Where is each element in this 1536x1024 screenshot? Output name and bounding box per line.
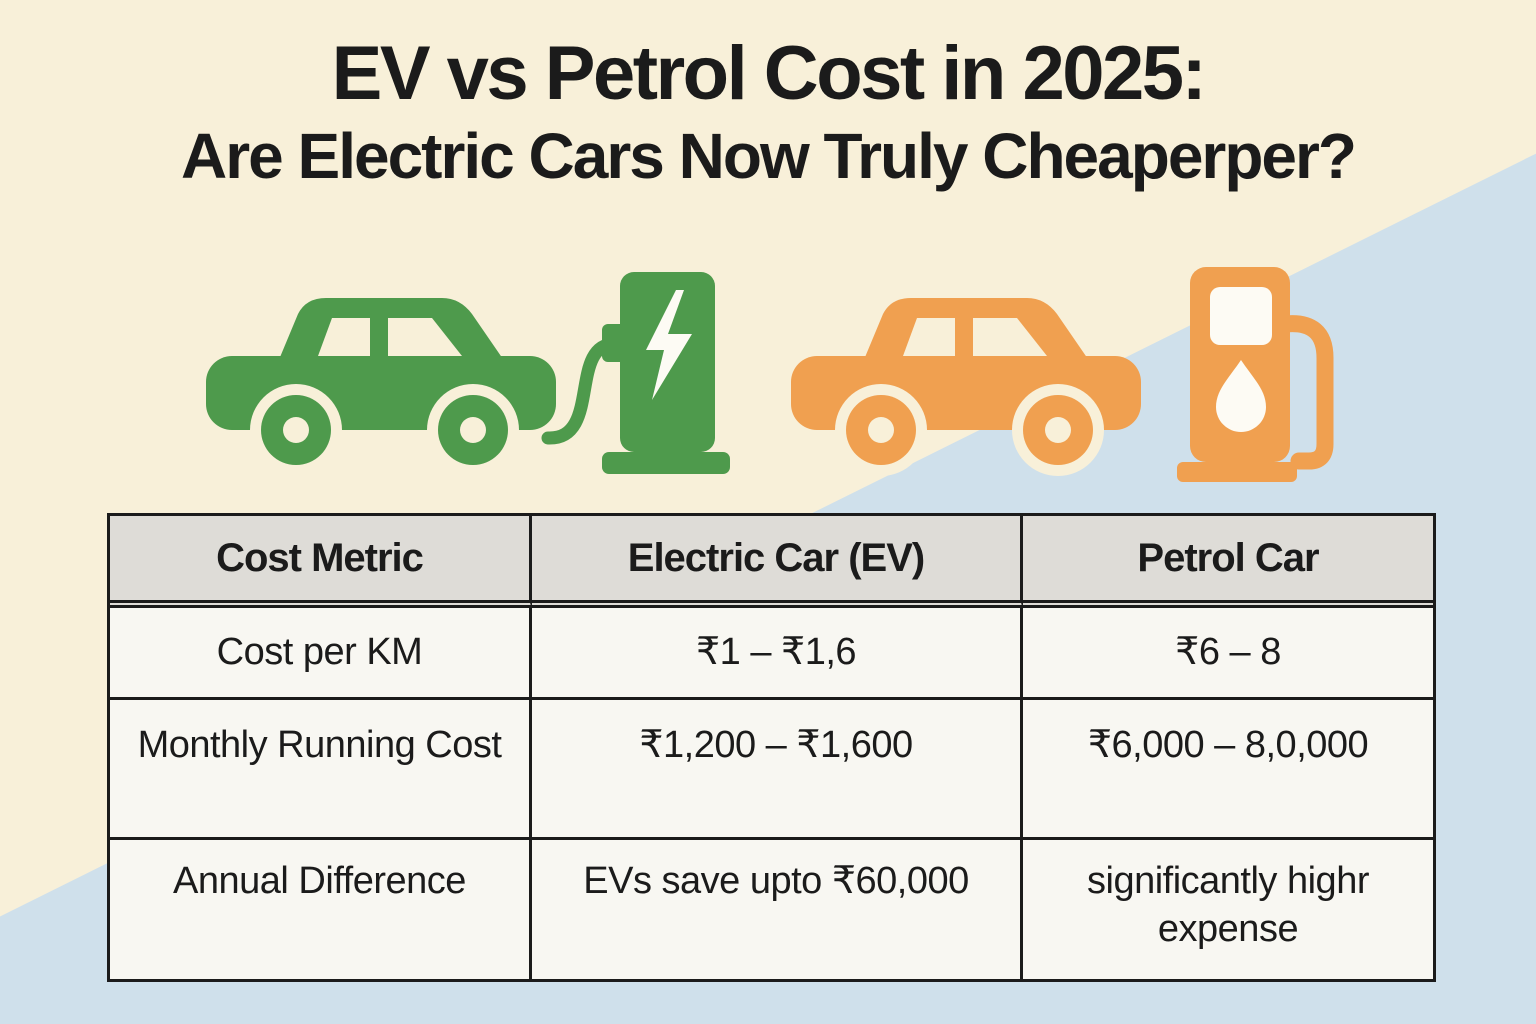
cell-cost-per-km-metric: Cost per KM xyxy=(110,608,532,700)
col-header-electric-car: Electric Car (EV) xyxy=(532,516,1023,608)
lightning-icon xyxy=(646,290,692,400)
charging-station-icon xyxy=(602,272,730,474)
cell-annual-difference-petrol: significantly highr expense xyxy=(1023,840,1433,979)
fuel-drop-icon xyxy=(1216,360,1266,432)
cell-annual-difference-metric: Annual Difference xyxy=(110,840,532,979)
cost-comparison-table: Cost Metric Electric Car (EV) Petrol Car… xyxy=(107,513,1436,982)
car-window xyxy=(903,318,955,356)
fuel-nozzle xyxy=(1276,315,1334,470)
page-title: EV vs Petrol Cost in 2025: xyxy=(331,31,1207,116)
car-window xyxy=(318,318,370,356)
cell-cost-per-km-petrol: ₹6 – 8 xyxy=(1023,608,1433,700)
page-subtitle: Are Electric Cars Now Truly Cheaperper? xyxy=(181,120,1357,192)
ev-charging-illustration xyxy=(206,272,730,476)
petrol-car-icon xyxy=(791,298,1141,476)
car-window xyxy=(388,318,462,356)
ev-car-icon xyxy=(206,298,556,476)
fuel-pump-icon xyxy=(1177,267,1334,482)
pump-window xyxy=(1210,287,1272,345)
car-window xyxy=(973,318,1047,356)
col-header-petrol-car: Petrol Car xyxy=(1023,516,1433,608)
col-header-cost-metric: Cost Metric xyxy=(110,516,532,608)
cell-cost-per-km-ev: ₹1 – ₹1,6 xyxy=(532,608,1023,700)
charging-cable xyxy=(541,337,622,445)
cell-monthly-running-metric: Monthly Running Cost xyxy=(110,700,532,840)
cell-monthly-running-ev: ₹1,200 – ₹1,600 xyxy=(532,700,1023,840)
petrol-fuel-illustration xyxy=(791,267,1334,482)
cell-annual-difference-ev: EVs save upto ₹60,000 xyxy=(532,840,1023,979)
cell-monthly-running-petrol: ₹6,000 – 8,0,000 xyxy=(1023,700,1433,840)
